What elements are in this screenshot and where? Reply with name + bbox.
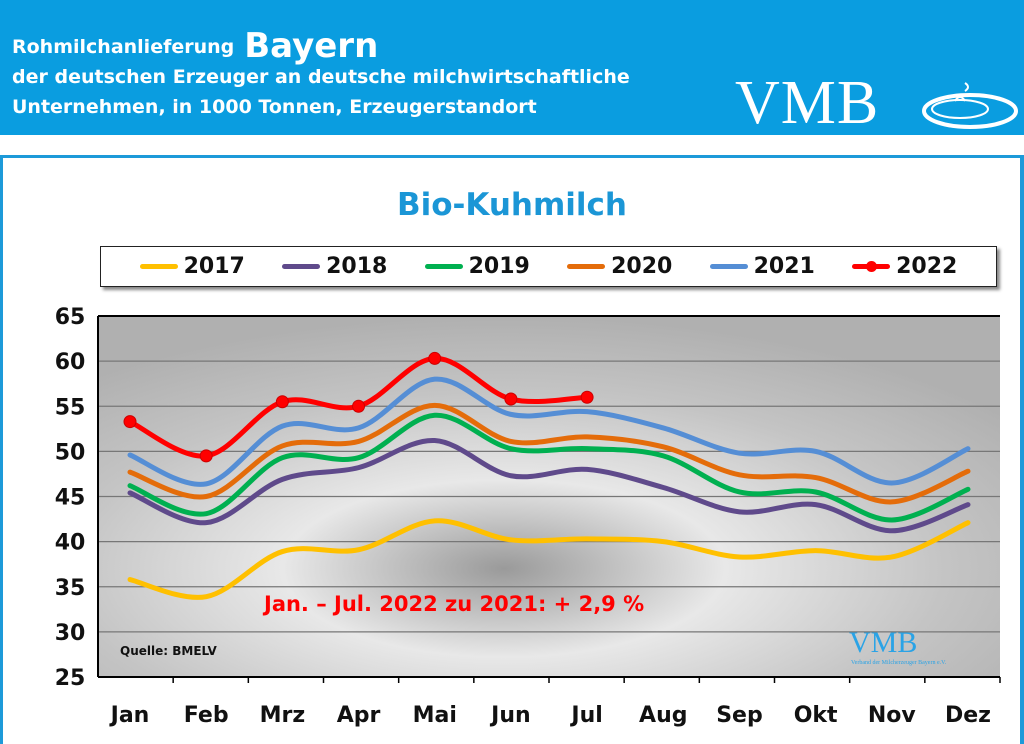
series-line-2018 xyxy=(127,438,971,534)
x-tick-label: Jan xyxy=(109,703,150,728)
header-line2: der deutschen Erzeuger an deutsche milch… xyxy=(12,66,630,88)
vmb-swirl-icon xyxy=(922,82,1018,129)
x-tick-label: Jun xyxy=(489,703,531,728)
y-tick-label: 35 xyxy=(55,576,86,601)
series-line-2017 xyxy=(127,518,971,600)
legend-swatch xyxy=(282,264,321,269)
data-point-2022 xyxy=(275,395,289,409)
legend-marker xyxy=(866,261,878,272)
header-line1: Rohmilchanlieferung Bayern xyxy=(12,22,378,66)
legend-swatch xyxy=(709,264,748,269)
legend-label: 2021 xyxy=(753,254,815,279)
y-tick-label: 50 xyxy=(55,440,86,465)
series-line-2020 xyxy=(127,402,971,505)
legend-label: 2018 xyxy=(326,254,388,279)
x-tick-label: Mrz xyxy=(260,703,306,728)
legend-label: 2022 xyxy=(896,254,958,279)
x-tick-label: Sep xyxy=(716,703,763,728)
y-tick-label: 45 xyxy=(55,486,86,511)
inner-vmb-logo-subtext: Verband der Milcherzeuger Bayern e.V. xyxy=(851,660,947,666)
y-tick-label: 65 xyxy=(55,305,86,330)
x-tick-label: Jul xyxy=(569,703,602,728)
y-tick-label: 30 xyxy=(55,621,86,646)
legend-item-2022: 2022 xyxy=(852,254,957,279)
legend-item-2017: 2017 xyxy=(139,254,245,279)
data-point-2022 xyxy=(123,415,137,429)
x-tick-label: Aug xyxy=(639,703,687,728)
y-tick-label: 55 xyxy=(55,395,86,420)
data-point-2022 xyxy=(352,399,366,413)
annotation: Jan. – Jul. 2022 zu 2021: + 2,9 % xyxy=(264,592,645,616)
inner-vmb-logo: VMB xyxy=(849,626,918,659)
x-tick-label: Dez xyxy=(945,703,991,728)
x-tick-label: Feb xyxy=(184,703,229,728)
y-tick-label: 60 xyxy=(55,350,86,375)
data-point-2022 xyxy=(428,351,442,365)
legend-item-2020: 2020 xyxy=(567,254,672,279)
series-line-2019 xyxy=(127,412,971,523)
data-point-2022 xyxy=(504,392,518,406)
header-title: Rohmilchanlieferung xyxy=(12,36,235,58)
y-tick-label: 40 xyxy=(55,531,86,556)
legend-label: 2019 xyxy=(468,254,530,279)
legend-item-2018: 2018 xyxy=(282,254,387,279)
legend-item-2021: 2021 xyxy=(709,254,815,279)
x-tick-label: Nov xyxy=(868,703,917,728)
vmb-logo: VMB xyxy=(735,69,880,137)
chart-frame xyxy=(0,155,1024,744)
header-region: Bayern xyxy=(244,26,379,66)
chart-title: Bio-Kuhmilch xyxy=(396,187,628,223)
source-label: Quelle: BMELV xyxy=(120,644,217,658)
data-point-2022 xyxy=(580,390,594,404)
legend-swatch xyxy=(424,264,463,269)
header-line3: Unternehmen, in 1000 Tonnen, Erzeugersta… xyxy=(12,96,537,118)
data-point-2022 xyxy=(199,449,213,463)
legend-swatch xyxy=(852,261,891,272)
series-line-2021 xyxy=(127,376,971,487)
legend-label: 2020 xyxy=(611,254,673,279)
legend: 2017 2018 2019 2020 2021 2022 xyxy=(100,246,997,287)
legend-label: 2017 xyxy=(183,254,245,279)
legend-swatch xyxy=(139,264,178,269)
legend-swatch xyxy=(567,264,606,269)
x-tick-label: Okt xyxy=(794,703,838,728)
legend-item-2019: 2019 xyxy=(424,254,530,279)
x-tick-label: Mai xyxy=(413,703,457,728)
header-banner: Rohmilchanlieferung Bayern der deutschen … xyxy=(0,0,1024,135)
y-tick-label: 25 xyxy=(55,666,86,691)
x-tick-label: Apr xyxy=(337,703,381,728)
